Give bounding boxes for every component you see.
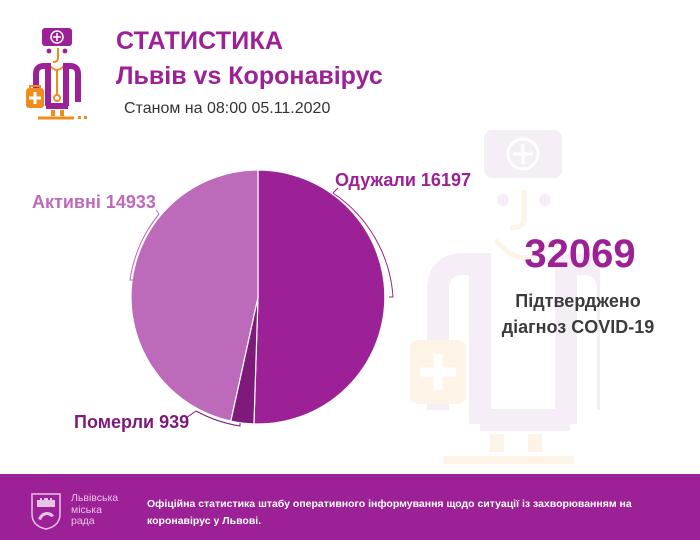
caption-line-1: Підтверджено <box>515 291 641 311</box>
label-recovered: Одужали 16197 <box>335 170 471 190</box>
org-name: Львівська міська рада <box>71 492 119 527</box>
caption-line-2: діагноз COVID-19 <box>501 317 655 337</box>
leader-line-died <box>185 410 241 427</box>
pie-slice-recovered[interactable] <box>253 169 386 425</box>
leader-line-recovered <box>332 187 394 298</box>
label-died: Померли 939 <box>74 412 190 432</box>
pie-chart <box>129 169 394 427</box>
pie-slice-active[interactable] <box>130 169 259 422</box>
leader-line-active <box>129 209 160 281</box>
page-title: СТАТИСТИКА <box>116 27 284 55</box>
doctor-logo-icon <box>26 28 87 120</box>
footer-bar: Львівська міська рада Офіційна статистик… <box>0 474 700 540</box>
total-confirmed-count: 32069 <box>524 232 636 276</box>
footer-note: Офіційна статистика штабу оперативного і… <box>147 498 632 527</box>
total-caption: Підтверджено діагноз COVID-19 <box>480 288 676 340</box>
label-active: Активні 14933 <box>32 192 156 212</box>
report-date: Станом на 08:00 05.11.2020 <box>124 100 331 117</box>
lviv-city-crest-icon <box>31 493 61 530</box>
doctor-watermark-icon <box>410 130 600 464</box>
page-subtitle: Львів vs Коронавірус <box>116 62 383 90</box>
